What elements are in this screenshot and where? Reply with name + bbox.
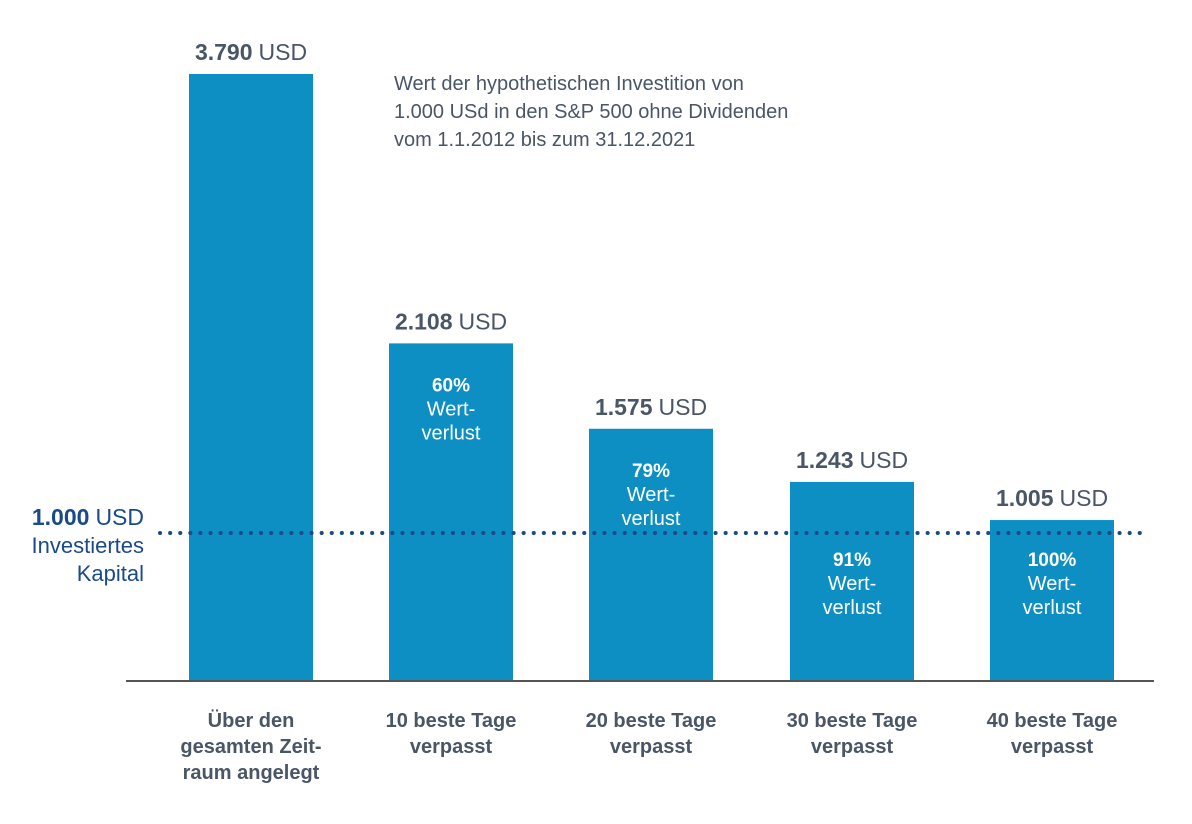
- reference-line-group: 1.000 USD Investiertes Kapital: [32, 504, 1144, 586]
- subtitle-line: Wert der hypothetischen Investition von: [394, 73, 744, 95]
- bar-value-label: 1.575 USD: [595, 394, 707, 420]
- loss-text-label: Wert-: [828, 573, 877, 595]
- loss-percent-label: 100%: [1028, 550, 1077, 571]
- category-label: verpasst: [1011, 736, 1094, 758]
- bar: [990, 520, 1114, 681]
- loss-text-label: verlust: [422, 422, 481, 444]
- bar: [790, 481, 914, 681]
- category-label: 10 beste Tage: [386, 710, 517, 732]
- bar: [389, 343, 513, 681]
- loss-text-label: Wert-: [427, 398, 476, 420]
- category-label: Über den: [208, 709, 295, 732]
- bar-value-label: 2.108 USD: [395, 308, 507, 334]
- reference-caption-label: Kapital: [77, 561, 144, 586]
- bar: [589, 428, 713, 681]
- bar-value-label: 1.243 USD: [796, 447, 908, 473]
- loss-percent-label: 60%: [432, 375, 470, 396]
- loss-text-label: Wert-: [1028, 573, 1077, 595]
- loss-percent-label: 79%: [632, 461, 670, 482]
- loss-text-label: verlust: [1023, 597, 1082, 619]
- category-label: verpasst: [610, 736, 693, 758]
- loss-text-label: verlust: [622, 508, 681, 530]
- bar-value-label: 1.005 USD: [996, 485, 1108, 511]
- loss-text-label: Wert-: [627, 484, 676, 506]
- subtitle-line: vom 1.1.2012 bis zum 31.12.2021: [394, 129, 695, 151]
- bar: [189, 74, 313, 681]
- category-label: raum angelegt: [183, 762, 320, 784]
- category-label: gesamten Zeit-: [180, 736, 321, 758]
- category-label: 40 beste Tage: [987, 710, 1118, 732]
- category-label: 20 beste Tage: [586, 710, 717, 732]
- reference-value-label: 1.000 USD: [32, 504, 144, 530]
- chart-subtitle: Wert der hypothetischen Investition von 1…: [394, 73, 788, 151]
- category-label: verpasst: [811, 736, 894, 758]
- reference-caption-label: Investiertes: [32, 533, 145, 558]
- bar-value-label: 3.790 USD: [195, 39, 307, 65]
- loss-text-label: verlust: [823, 597, 882, 619]
- loss-percent-label: 91%: [833, 550, 871, 571]
- category-label: verpasst: [410, 736, 493, 758]
- category-label: 30 beste Tage: [787, 710, 918, 732]
- subtitle-line: 1.000 USd in den S&P 500 ohne Dividenden: [394, 101, 788, 123]
- category-labels: Über den gesamten Zeit-raum angelegt 10 be…: [180, 709, 1117, 784]
